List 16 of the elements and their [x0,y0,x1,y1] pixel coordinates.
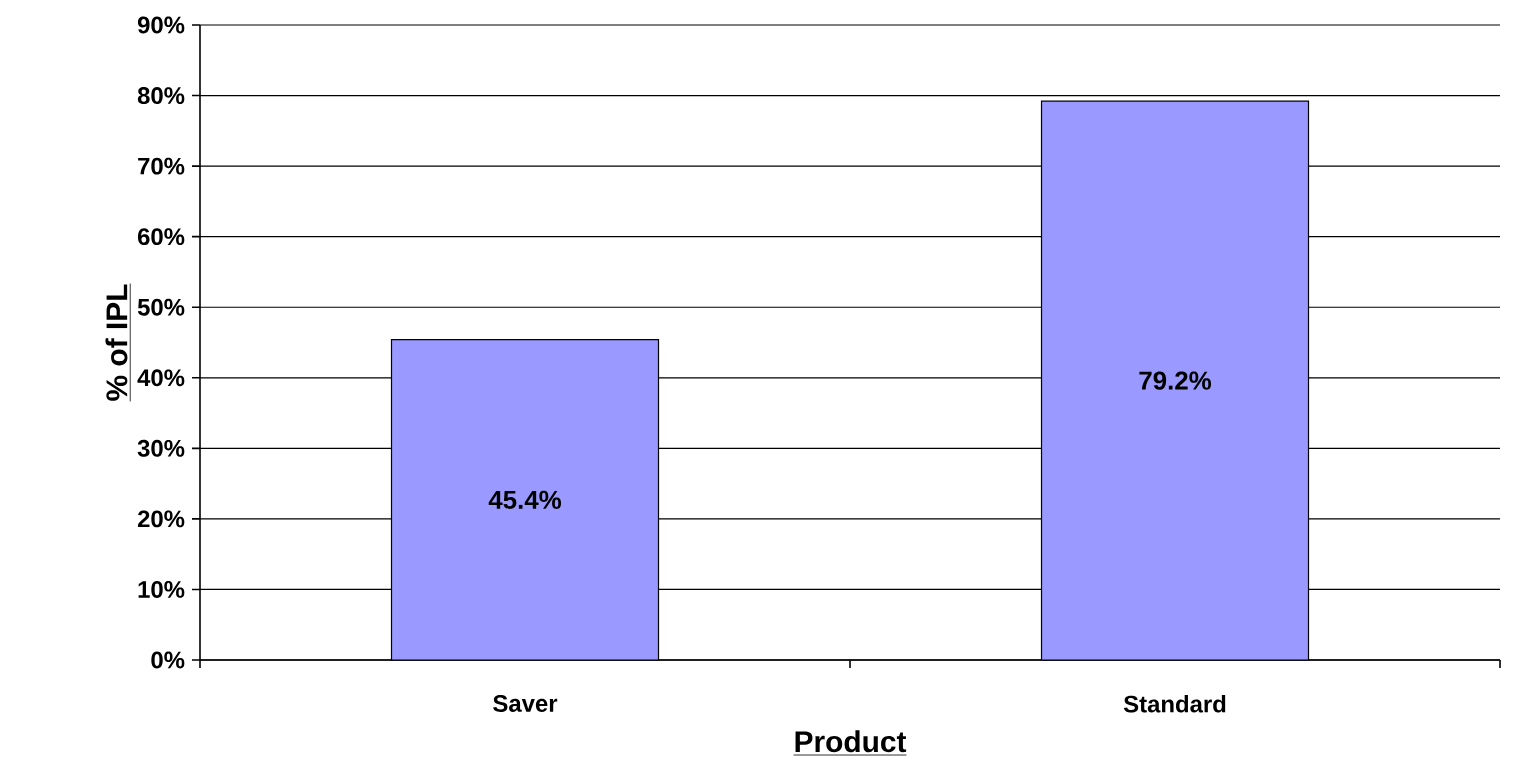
y-tick-label: 10% [138,580,185,598]
y-tick-label: 30% [137,439,185,457]
y-tick-label: 20% [137,510,185,528]
y-tick-label: 50% [137,298,185,316]
x-tick-label: Standard [1123,695,1226,713]
y-tick-label: 40% [137,369,185,387]
y-tick-label: 60% [137,228,185,246]
y-tick-label: 80% [137,87,185,105]
y-tick-label: 0% [151,651,185,669]
x-tick-label: Saver [493,695,558,712]
y-tick-label: 90% [137,16,185,34]
data-label: 79.2% [1139,371,1212,390]
x-axis-title: Product [795,730,907,753]
y-axis-title: % of IPL [105,284,128,401]
data-label: 45.4% [488,490,562,509]
y-tick-label: 70% [138,157,185,175]
